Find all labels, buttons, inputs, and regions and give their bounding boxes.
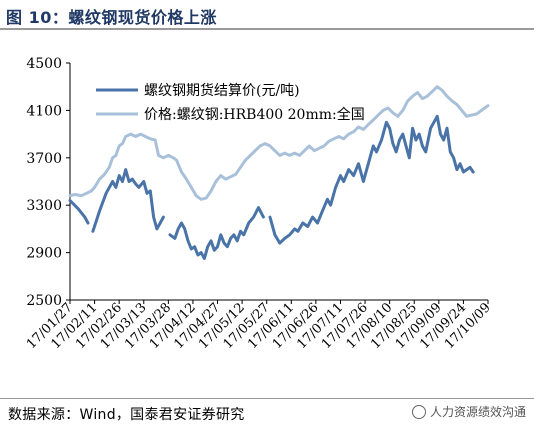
series-line-1	[68, 114, 475, 260]
data-source: 数据来源：Wind，国泰君安证券研究	[8, 407, 245, 423]
y-tick-label: 3700	[26, 151, 62, 167]
footer-divider	[0, 398, 534, 399]
watermark: 人力资源绩效沟通	[411, 403, 526, 420]
wechat-icon	[411, 404, 426, 419]
y-tick-label: 2900	[26, 246, 62, 262]
series-line-2	[68, 85, 490, 201]
legend-label-1: 螺纹钢期货结算价(元/吨)	[144, 82, 300, 99]
line-chart: 25002900330037004100450017/01/2717/02/11…	[24, 56, 494, 352]
title-bar: 图 10：螺纹钢现货价格上涨	[0, 0, 534, 30]
y-tick-label: 3300	[26, 198, 62, 214]
legend-label-2: 价格:螺纹钢:HRB400 20mm:全国	[144, 106, 365, 123]
y-tick-label: 2500	[26, 293, 62, 309]
y-tick-label: 4100	[26, 103, 62, 119]
watermark-text: 人力资源绩效沟通	[429, 405, 526, 419]
figure-title: 图 10：螺纹钢现货价格上涨	[6, 8, 217, 27]
y-tick-label: 4500	[26, 56, 62, 72]
